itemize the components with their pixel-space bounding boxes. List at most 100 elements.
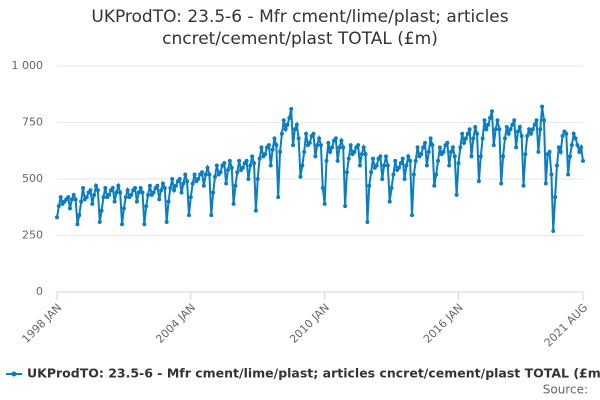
- point: [357, 163, 362, 168]
- point: [183, 172, 188, 177]
- point: [554, 163, 559, 168]
- point: [436, 158, 441, 163]
- point: [120, 222, 125, 227]
- point: [317, 136, 322, 141]
- point: [151, 190, 156, 195]
- point: [437, 145, 442, 150]
- point: [553, 195, 558, 200]
- point: [55, 215, 59, 220]
- point: [177, 177, 182, 181]
- point: [212, 174, 217, 179]
- point: [225, 167, 230, 172]
- y-tick-label: 1 000: [12, 59, 44, 72]
- point: [333, 136, 338, 141]
- point: [419, 152, 424, 157]
- point: [398, 161, 403, 166]
- x-tick-label: 2004 JAN: [153, 301, 198, 346]
- point: [94, 183, 99, 188]
- point: [285, 122, 290, 127]
- point: [133, 186, 138, 191]
- point: [68, 206, 73, 211]
- point: [274, 143, 279, 148]
- point: [279, 131, 284, 136]
- point: [142, 222, 147, 227]
- point: [192, 172, 197, 177]
- point: [374, 163, 379, 168]
- point: [528, 131, 533, 136]
- point: [71, 192, 76, 197]
- point: [359, 152, 364, 157]
- point: [502, 136, 507, 141]
- point: [469, 154, 474, 159]
- point: [344, 170, 349, 175]
- point: [549, 172, 554, 177]
- point: [97, 219, 102, 224]
- point: [434, 172, 439, 177]
- point: [292, 127, 297, 132]
- point: [188, 195, 193, 200]
- point: [255, 177, 260, 181]
- point: [146, 192, 151, 197]
- point: [318, 143, 323, 148]
- point: [92, 192, 97, 197]
- point: [361, 145, 366, 150]
- point: [573, 136, 578, 141]
- point: [276, 195, 281, 200]
- point: [508, 127, 513, 132]
- point: [370, 156, 375, 161]
- point: [400, 156, 405, 161]
- point: [532, 122, 537, 127]
- point: [523, 152, 528, 157]
- point: [328, 149, 333, 154]
- legend-label: UKProdTO: 23.5-6 - Mfr cment/lime/plast;…: [27, 366, 600, 381]
- point: [209, 213, 214, 218]
- point: [341, 145, 346, 150]
- point: [224, 181, 229, 186]
- point: [79, 199, 84, 204]
- point: [530, 127, 535, 132]
- point: [112, 199, 117, 204]
- point: [473, 125, 478, 130]
- point: [499, 181, 504, 186]
- point: [244, 158, 249, 163]
- point: [84, 195, 89, 200]
- point: [476, 179, 481, 184]
- point: [541, 118, 546, 123]
- point: [413, 158, 418, 163]
- point: [88, 188, 93, 193]
- point: [207, 172, 212, 177]
- point: [257, 156, 262, 161]
- point: [56, 204, 61, 209]
- point: [95, 188, 100, 193]
- source: Source:: [543, 383, 588, 397]
- point: [504, 125, 509, 130]
- point: [343, 204, 348, 209]
- point: [430, 143, 435, 148]
- point: [123, 195, 128, 200]
- point: [463, 136, 468, 141]
- point: [478, 154, 483, 159]
- point: [58, 195, 63, 200]
- point: [383, 154, 388, 159]
- point: [138, 186, 143, 191]
- point: [107, 192, 112, 197]
- point: [501, 154, 506, 159]
- point: [475, 131, 480, 136]
- point: [491, 143, 496, 148]
- point: [155, 183, 160, 188]
- point: [428, 136, 433, 141]
- point: [458, 145, 463, 150]
- point: [393, 158, 398, 163]
- point: [205, 165, 210, 170]
- point: [369, 170, 374, 175]
- point: [462, 140, 467, 145]
- point: [324, 158, 329, 163]
- point: [575, 143, 580, 148]
- point: [259, 145, 264, 150]
- point: [121, 206, 126, 211]
- y-tick-label: 0: [36, 285, 43, 298]
- point: [352, 149, 357, 154]
- point: [432, 183, 437, 188]
- point: [534, 118, 539, 123]
